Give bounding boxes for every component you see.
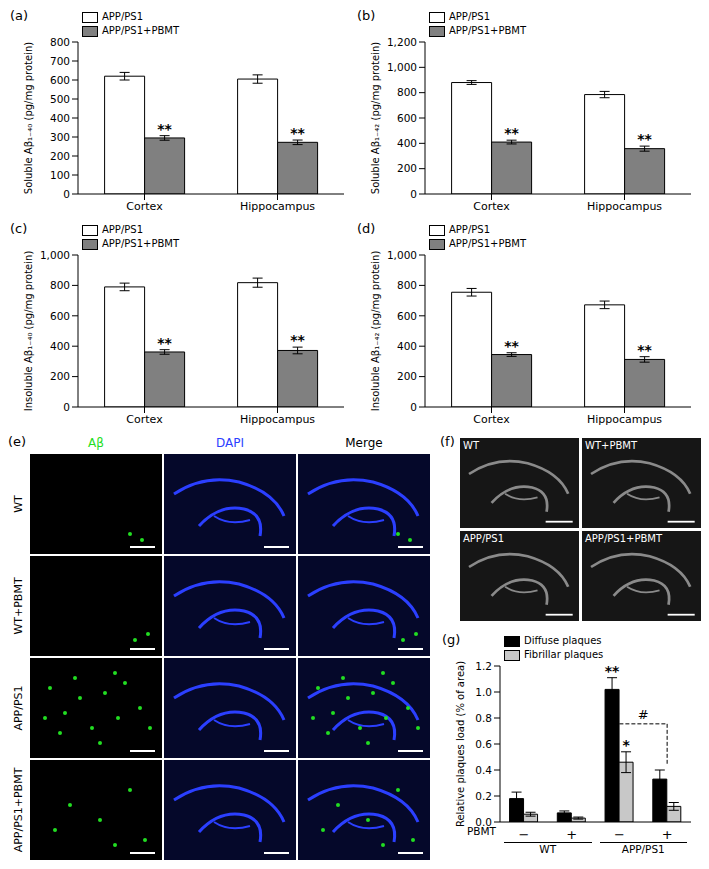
html-text:APP/PS1+PBMT: APP/PS1+PBMT	[102, 25, 179, 36]
svg-text:**: **	[637, 131, 652, 147]
svg-text:0.0: 0.0	[475, 815, 492, 828]
svg-text:APP/PS1+PBMT: APP/PS1+PBMT	[12, 767, 25, 852]
html-text:(c): (c)	[10, 221, 28, 236]
svg-text:**: **	[157, 335, 172, 351]
svg-text:0: 0	[63, 188, 70, 200]
svg-text:Hippocampus: Hippocampus	[587, 413, 662, 426]
svg-text:200: 200	[397, 370, 417, 382]
html-text:APP/PS1+PBMT: APP/PS1+PBMT	[449, 238, 526, 249]
svg-text:APP/PS1: APP/PS1	[12, 685, 25, 730]
html-text:APP/PS1: APP/PS1	[449, 11, 490, 22]
svg-text:**: **	[504, 125, 519, 141]
svg-text:600: 600	[397, 310, 417, 322]
svg-text:Insoluble Aβ₁₋₄₂ (pg/mg protei: Insoluble Aβ₁₋₄₂ (pg/mg protein)	[370, 251, 381, 412]
svg-text:800: 800	[397, 279, 417, 291]
svg-text:Cortex: Cortex	[126, 413, 163, 426]
svg-text:600: 600	[50, 310, 70, 322]
html-text:(d): (d)	[357, 221, 376, 236]
svg-text:300: 300	[50, 131, 70, 143]
html-text:(g): (g)	[442, 632, 461, 647]
svg-text:−: −	[518, 827, 529, 842]
svg-text:Cortex: Cortex	[126, 200, 163, 213]
svg-text:800: 800	[50, 279, 70, 291]
svg-text:Soluble Aβ₁₋₄₀ (pg/mg protein): Soluble Aβ₁₋₄₀ (pg/mg protein)	[23, 42, 34, 195]
svg-text:Cortex: Cortex	[473, 200, 510, 213]
svg-text:500: 500	[50, 93, 70, 105]
html-text:APP/PS1: APP/PS1	[621, 843, 665, 855]
svg-text:+: +	[662, 827, 673, 842]
svg-text:800: 800	[397, 86, 417, 98]
svg-text:*: *	[622, 737, 630, 753]
html-text:Diffuse plaques: Diffuse plaques	[524, 635, 602, 646]
svg-text:0.4: 0.4	[475, 764, 492, 776]
svg-text:**: **	[504, 338, 519, 354]
html-text:(b): (b)	[357, 8, 376, 23]
svg-text:200: 200	[50, 150, 70, 162]
html-text:(a): (a)	[10, 8, 29, 23]
html-text:WT: WT	[463, 440, 479, 451]
svg-text:0: 0	[63, 401, 70, 413]
html-text:(f): (f)	[440, 434, 455, 449]
svg-text:Cortex: Cortex	[473, 413, 510, 426]
svg-text:1,000: 1,000	[387, 249, 417, 261]
html-text:Aβ: Aβ	[88, 436, 104, 450]
svg-text:**: **	[605, 663, 620, 679]
html-text:(e): (e)	[8, 434, 27, 449]
svg-text:400: 400	[50, 112, 70, 124]
svg-text:800: 800	[50, 36, 70, 48]
svg-text:0: 0	[410, 188, 417, 200]
svg-text:#: #	[638, 707, 649, 722]
svg-text:Hippocampus: Hippocampus	[240, 413, 315, 426]
svg-text:600: 600	[397, 112, 417, 124]
svg-text:**: **	[290, 125, 305, 141]
svg-text:WT: WT	[12, 495, 25, 513]
html-text:APP/PS1: APP/PS1	[102, 224, 143, 235]
html-text:DAPI: DAPI	[216, 436, 244, 450]
svg-text:1,000: 1,000	[387, 61, 417, 73]
svg-text:400: 400	[397, 137, 417, 149]
svg-text:1.0: 1.0	[475, 686, 492, 698]
svg-text:0: 0	[410, 401, 417, 413]
svg-text:700: 700	[50, 55, 70, 67]
svg-text:1,000: 1,000	[40, 249, 70, 261]
svg-text:0.6: 0.6	[475, 738, 492, 750]
svg-text:1,200: 1,200	[387, 36, 417, 48]
html-text:WT: WT	[539, 843, 557, 855]
svg-text:200: 200	[50, 370, 70, 382]
html-text:APP/PS1: APP/PS1	[463, 533, 504, 544]
html-text:APP/PS1: APP/PS1	[102, 11, 143, 22]
svg-text:**: **	[290, 332, 305, 348]
svg-text:Hippocampus: Hippocampus	[587, 200, 662, 213]
svg-text:0.8: 0.8	[475, 712, 492, 724]
html-text:APP/PS1: APP/PS1	[449, 224, 490, 235]
html-text:PBMT: PBMT	[467, 825, 496, 837]
svg-text:0.2: 0.2	[475, 790, 492, 802]
svg-text:+: +	[566, 827, 577, 842]
html-text:APP/PS1+PBMT: APP/PS1+PBMT	[449, 25, 526, 36]
svg-text:**: **	[157, 121, 172, 137]
svg-text:200: 200	[397, 162, 417, 174]
html-text:Merge: Merge	[345, 436, 383, 450]
svg-text:Insoluble Aβ₁₋₄₀ (pg/mg protei: Insoluble Aβ₁₋₄₀ (pg/mg protein)	[23, 251, 34, 412]
html-text:Fibrillar plaques: Fibrillar plaques	[524, 649, 604, 660]
svg-text:1.2: 1.2	[475, 660, 492, 672]
svg-text:Relative plaques load (% of ar: Relative plaques load (% of area)	[455, 661, 466, 827]
html-text:APP/PS1+PBMT: APP/PS1+PBMT	[585, 533, 662, 544]
svg-text:600: 600	[50, 74, 70, 86]
svg-text:400: 400	[397, 340, 417, 352]
html-text:APP/PS1+PBMT: APP/PS1+PBMT	[102, 238, 179, 249]
svg-text:Soluble Aβ₁₋₄₂ (pg/mg protein): Soluble Aβ₁₋₄₂ (pg/mg protein)	[370, 42, 381, 195]
html-text:WT+PBMT: WT+PBMT	[585, 440, 637, 451]
svg-text:WT+PBMT: WT+PBMT	[12, 577, 25, 634]
svg-text:100: 100	[50, 169, 70, 181]
svg-text:**: **	[637, 342, 652, 358]
svg-text:−: −	[614, 827, 625, 842]
svg-text:400: 400	[50, 340, 70, 352]
svg-text:Hippocampus: Hippocampus	[240, 200, 315, 213]
